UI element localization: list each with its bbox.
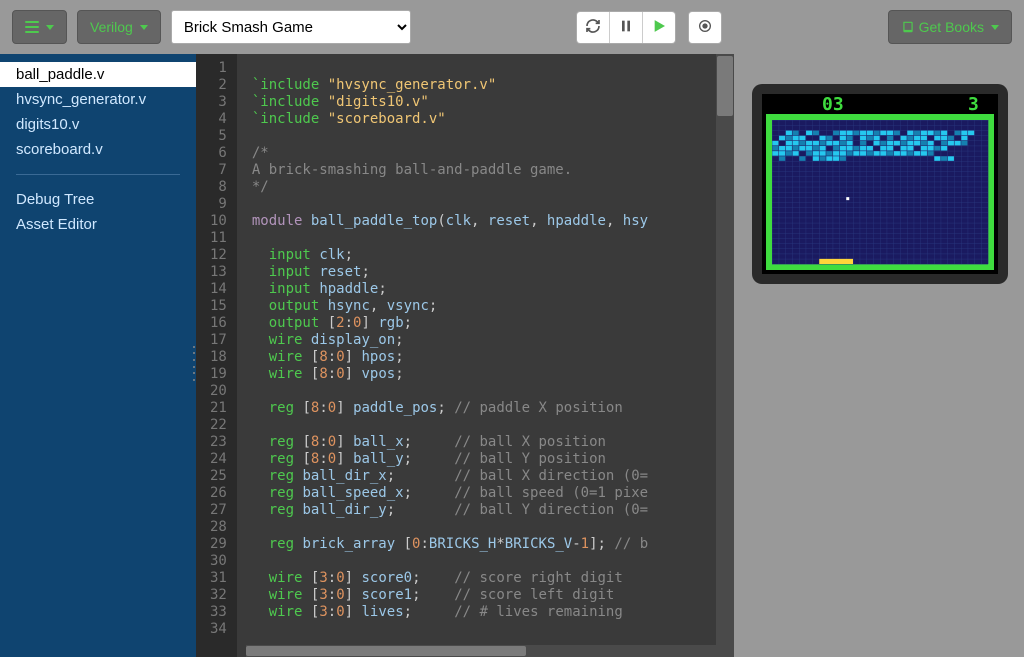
vertical-scrollbar[interactable] [716,54,734,657]
reset-button[interactable] [577,12,610,43]
tool-item[interactable]: Debug Tree [0,187,196,212]
main: ball_paddle.vhvsync_generator.vdigits10.… [0,54,1024,657]
code-line: output [2:0] rgb; [252,315,716,332]
file-item[interactable]: digits10.v [0,112,196,137]
code-line: input clk; [252,247,716,264]
code-line: reg brick_array [0:BRICKS_H*BRICKS_V-1];… [252,536,716,553]
horizontal-scrollbar[interactable] [246,645,716,657]
run-controls [576,11,722,44]
language-button[interactable]: Verilog [77,10,161,44]
file-item[interactable]: hvsync_generator.v [0,87,196,112]
code-line: reg ball_speed_x; // ball speed (0=1 pix… [252,485,716,502]
book-icon [901,20,915,34]
code-line: input hpaddle; [252,281,716,298]
toolbar: Verilog Brick Smash Game Get Books [0,0,1024,54]
code-line: wire [8:0] hpos; [252,349,716,366]
caret-down-icon [140,25,148,30]
gutter: 1 2 3 4 5 6 7 8 9 10 11 12 13 14 15 16 1… [196,54,238,657]
menu-button[interactable] [12,10,67,44]
code-line [252,417,716,434]
code-line [252,230,716,247]
record-icon [697,18,713,34]
file-list: ball_paddle.vhvsync_generator.vdigits10.… [0,62,196,162]
code-line: reg [8:0] ball_x; // ball X position [252,434,716,451]
code-line [252,196,716,213]
file-item[interactable]: scoreboard.v [0,137,196,162]
code-line: wire display_on; [252,332,716,349]
code-line: wire [8:0] vpos; [252,366,716,383]
refresh-icon [585,18,601,34]
preview-pane: 03 3 [734,54,1024,657]
code-line: wire [3:0] lives; // # lives remaining [252,604,716,621]
tool-list: Debug TreeAsset Editor [0,187,196,237]
record-button[interactable] [688,11,722,44]
code-line [252,128,716,145]
code-line [252,383,716,400]
code-line [252,553,716,570]
tool-item[interactable]: Asset Editor [0,212,196,237]
language-label: Verilog [90,19,133,35]
get-books-button[interactable]: Get Books [888,10,1012,44]
caret-down-icon [46,25,54,30]
scrollbar-thumb[interactable] [717,56,733,116]
sidebar-divider [16,174,180,175]
code-line [252,519,716,536]
file-item[interactable]: ball_paddle.v [0,62,196,87]
svg-text:3: 3 [968,94,979,115]
editor-pane: 1 2 3 4 5 6 7 8 9 10 11 12 13 14 15 16 1… [196,54,734,657]
code-line: reg [8:0] paddle_pos; // paddle X positi… [252,400,716,417]
pause-button[interactable] [610,12,643,43]
play-button[interactable] [643,12,675,43]
get-books-label: Get Books [919,19,984,35]
code-line: reg ball_dir_x; // ball X direction (0= [252,468,716,485]
code-line: input reset; [252,264,716,281]
code-line: `include "digits10.v" [252,94,716,111]
project-select[interactable]: Brick Smash Game [171,10,411,44]
emulator-screen[interactable]: 03 3 [752,84,1008,284]
code-line: reg ball_dir_y; // ball Y direction (0= [252,502,716,519]
code-line: wire [3:0] score1; // score left digit [252,587,716,604]
code-line: `include "hvsync_generator.v" [252,77,716,94]
caret-down-icon [991,25,999,30]
code-area[interactable]: `include "hvsync_generator.v"`include "d… [238,54,716,657]
code-line [252,60,716,77]
game-output: 03 3 [762,94,998,274]
code-line [252,621,716,638]
code-line: `include "scoreboard.v" [252,111,716,128]
svg-text:03: 03 [822,94,844,115]
code-line: /* [252,145,716,162]
code-line: */ [252,179,716,196]
code-line: module ball_paddle_top(clk, reset, hpadd… [252,213,716,230]
code-line: output hsync, vsync; [252,298,716,315]
pause-icon [618,18,634,34]
scrollbar-thumb[interactable] [246,646,526,656]
code-line: reg [8:0] ball_y; // ball Y position [252,451,716,468]
sidebar: ball_paddle.vhvsync_generator.vdigits10.… [0,54,196,657]
code-line: A brick-smashing ball-and-paddle game. [252,162,716,179]
hamburger-icon [25,21,39,33]
code-line: wire [3:0] score0; // score right digit [252,570,716,587]
play-icon [651,18,667,34]
drag-handle[interactable] [193,343,199,383]
